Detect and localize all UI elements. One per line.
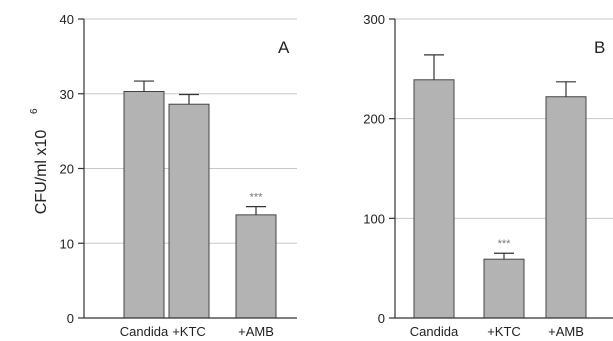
y-tick-label: 300 xyxy=(363,12,385,27)
bar xyxy=(483,258,525,319)
y-tick-label: 10 xyxy=(60,236,74,251)
significance-marker: *** xyxy=(250,192,264,204)
panel-b-ticks: 0 100 200 300 Candida +KTC +AMB xyxy=(363,12,584,339)
y-axis-title: CFU/ml x10 6 xyxy=(29,108,50,214)
y-tick-label: 0 xyxy=(67,311,74,326)
y-axis-title-text: CFU/ml x10 xyxy=(33,130,50,215)
panel-a-letter: A xyxy=(278,38,290,57)
y-tick-label: 40 xyxy=(60,12,74,27)
panel-b: *** 0 100 200 300 Candida +KTC +AMB B xyxy=(363,12,613,339)
category-label: +AMB xyxy=(548,324,584,339)
y-axis-title-superscript: 6 xyxy=(29,108,40,114)
category-label: Candida xyxy=(120,324,169,339)
panel-b-bars: *** xyxy=(413,54,587,319)
category-label: +KTC xyxy=(487,324,521,339)
panel-a: *** 0 10 20 30 40 Candida +KTC +AMB A CFU/ml x1… xyxy=(29,12,297,339)
y-tick-label: 200 xyxy=(363,112,385,127)
panel-b-letter: B xyxy=(594,38,605,57)
y-tick-label: 0 xyxy=(378,311,385,326)
bar xyxy=(413,79,455,319)
significance-marker: *** xyxy=(498,238,512,250)
panel-a-ticks: 0 10 20 30 40 Candida +KTC +AMB xyxy=(60,12,274,339)
y-tick-label: 30 xyxy=(60,87,74,102)
bar xyxy=(545,96,587,319)
y-tick-label: 20 xyxy=(60,162,74,177)
category-label: Candida xyxy=(410,324,459,339)
panel-a-bars: *** xyxy=(123,80,277,319)
y-tick-label: 100 xyxy=(363,211,385,226)
category-label: +KTC xyxy=(172,324,206,339)
category-label: +AMB xyxy=(238,324,274,339)
bar xyxy=(123,91,165,319)
bar xyxy=(168,103,210,319)
bar xyxy=(235,214,277,319)
